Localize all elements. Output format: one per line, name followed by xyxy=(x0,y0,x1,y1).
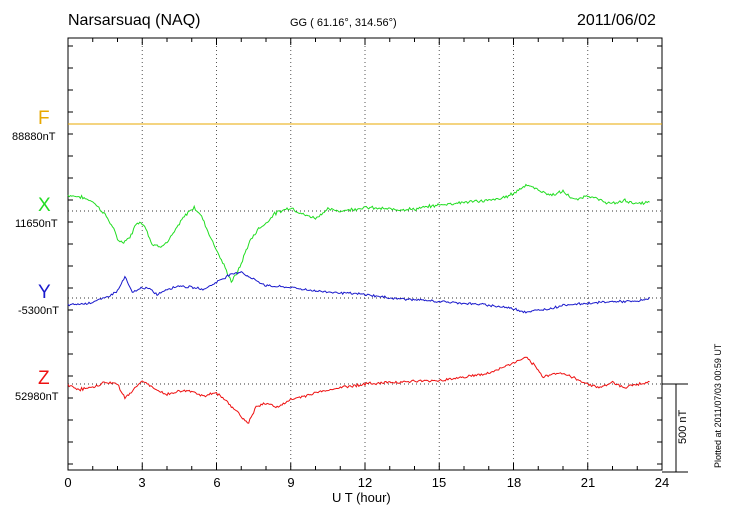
plotted-timestamp: Plotted at 2011/07/03 00:59 UT xyxy=(713,343,723,468)
x-tick-label: 9 xyxy=(287,475,295,490)
scale-bar-label: 500 nT xyxy=(677,409,689,444)
series-X-line xyxy=(67,183,650,284)
x-tick-label: 24 xyxy=(654,475,670,490)
x-tick-label: 3 xyxy=(138,475,146,490)
station-title: Narsarsuaq (NAQ) xyxy=(68,12,201,29)
x-tick-label: 0 xyxy=(64,475,72,490)
grid-lines xyxy=(141,38,589,470)
baseline-F: 88880nT xyxy=(12,131,56,143)
x-tick-label: 12 xyxy=(357,475,373,490)
x-axis-title: U T (hour) xyxy=(332,490,391,505)
label-Y: Y xyxy=(38,282,51,303)
series-lines xyxy=(67,123,662,424)
x-tick-label: 21 xyxy=(580,475,596,490)
series-Z-line xyxy=(67,356,650,424)
scale-bar xyxy=(662,383,688,473)
label-F: F xyxy=(38,108,50,129)
label-X: X xyxy=(38,195,51,216)
baseline-X: 11650nT xyxy=(15,218,58,230)
x-tick-label: 18 xyxy=(506,475,522,490)
series-Y-line xyxy=(67,270,651,314)
station-coordinates: GG ( 61.16°, 314.56°) xyxy=(290,17,397,29)
label-Z: Z xyxy=(38,368,50,389)
x-tick-label: 15 xyxy=(431,475,447,490)
baseline-Z: 52980nT xyxy=(15,391,59,403)
axis-ticks xyxy=(67,38,663,470)
plot-date: 2011/06/02 xyxy=(577,12,656,29)
baseline-Y: -5300nT xyxy=(18,305,59,317)
x-tick-label: 6 xyxy=(213,475,221,490)
